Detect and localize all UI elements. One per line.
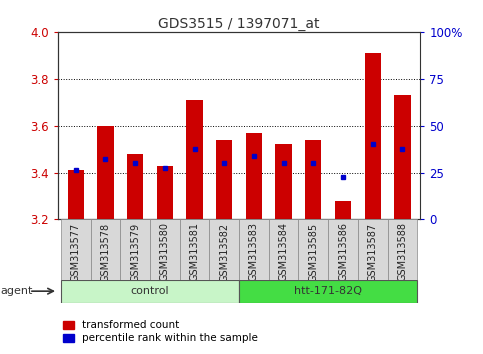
Bar <box>269 219 298 280</box>
Text: GSM313585: GSM313585 <box>308 222 318 282</box>
Text: GSM313587: GSM313587 <box>368 222 378 282</box>
Bar <box>186 100 203 219</box>
Bar <box>328 219 358 280</box>
Bar <box>365 53 381 219</box>
Bar <box>275 144 292 219</box>
Bar <box>97 126 114 219</box>
Bar <box>180 219 210 280</box>
Bar <box>61 280 239 303</box>
Bar <box>127 154 143 219</box>
Text: GSM313584: GSM313584 <box>279 222 289 281</box>
Text: GSM313583: GSM313583 <box>249 222 259 281</box>
Text: GSM313578: GSM313578 <box>100 222 111 282</box>
Bar <box>216 140 232 219</box>
Text: GSM313586: GSM313586 <box>338 222 348 281</box>
Title: GDS3515 / 1397071_at: GDS3515 / 1397071_at <box>158 17 320 31</box>
Text: GSM313581: GSM313581 <box>189 222 199 281</box>
Bar <box>91 219 120 280</box>
Bar <box>210 219 239 280</box>
Bar <box>156 166 173 219</box>
Bar <box>120 219 150 280</box>
Text: GSM313588: GSM313588 <box>398 222 407 281</box>
Text: GSM313582: GSM313582 <box>219 222 229 282</box>
Text: htt-171-82Q: htt-171-82Q <box>294 286 362 296</box>
Bar <box>61 219 91 280</box>
Bar <box>150 219 180 280</box>
Legend: transformed count, percentile rank within the sample: transformed count, percentile rank withi… <box>63 320 258 343</box>
Bar <box>335 201 351 219</box>
Bar <box>305 140 322 219</box>
Text: GSM313579: GSM313579 <box>130 222 140 282</box>
Text: GSM313577: GSM313577 <box>71 222 81 282</box>
Text: agent: agent <box>0 286 32 296</box>
Bar <box>239 219 269 280</box>
Bar <box>68 170 84 219</box>
Bar <box>358 219 387 280</box>
Bar <box>246 133 262 219</box>
Bar <box>239 280 417 303</box>
Bar <box>387 219 417 280</box>
Bar <box>298 219 328 280</box>
Bar <box>394 95 411 219</box>
Text: GSM313580: GSM313580 <box>160 222 170 281</box>
Text: control: control <box>131 286 170 296</box>
